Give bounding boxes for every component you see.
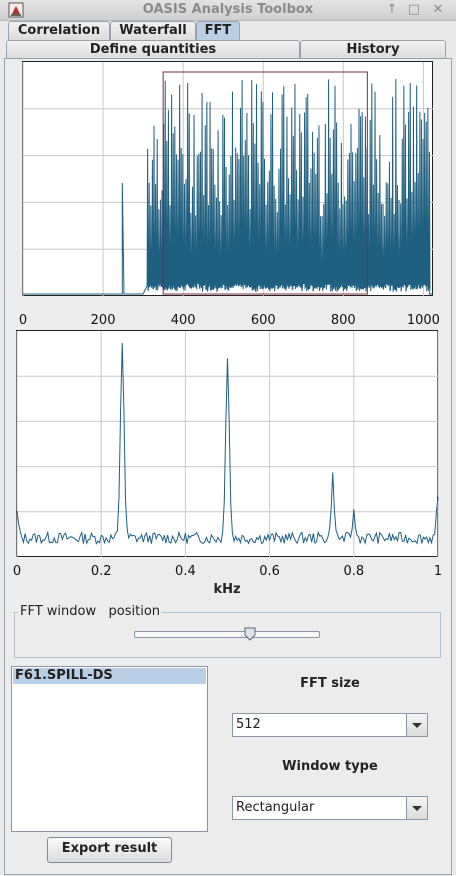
maximize-icon[interactable]: □ [407,2,421,17]
time-x-axis: 0 200 400 600 800 1000 [19,313,440,329]
fft-size-dropdown-button[interactable] [406,714,427,736]
fft-window-group [14,612,441,658]
tab-correlation[interactable]: Correlation [8,21,110,40]
time-signal-line [23,78,433,295]
export-result-button[interactable]: Export result [47,837,172,863]
app-icon [8,2,24,18]
x-tick-label: 800 [330,313,356,328]
fft-window-slider[interactable] [134,631,320,638]
tab-history[interactable]: History [300,40,446,58]
window-type-value: Rectangular [236,800,315,815]
x-tick-label: 0.6 [259,564,280,579]
time-plot-trace [23,78,433,295]
fft-size-value: 512 [236,717,261,732]
fft-spectrum-chart [16,330,439,557]
chevron-down-icon [412,806,422,811]
x-tick-label: 0 [12,564,22,579]
fft-x-axis: 0 0.2 0.4 0.6 0.8 1 [13,564,442,580]
x-tick-label: 600 [250,313,276,328]
signal-list[interactable]: F61.SPILL-DS [11,666,208,832]
x-tick-label: 200 [90,313,116,328]
tab-define-quantities[interactable]: Define quantities [6,40,300,58]
fft-plot-grid [16,331,439,557]
fft-size-label: FFT size [300,676,360,691]
tab-waterfall[interactable]: Waterfall [110,21,196,40]
fft-spectrum-line [16,342,439,545]
window-type-label: Window type [282,759,378,774]
x-tick-label: 0.4 [175,564,196,579]
fft-plot-trace [16,342,439,545]
fft-x-axis-label: kHz [213,582,241,597]
window-title: OASIS Analysis Toolbox [142,2,314,17]
x-tick-label: 1 [433,564,443,579]
fft-window-group-title: FFT window position [18,604,163,619]
list-item-selected[interactable]: F61.SPILL-DS [13,668,206,684]
x-tick-label: 0 [18,313,28,328]
window-type-select[interactable]: Rectangular [232,796,428,820]
window-type-dropdown-button[interactable] [406,797,427,819]
chevron-down-icon [412,723,422,728]
slider-thumb-icon[interactable] [244,627,256,641]
marker-range [162,71,368,295]
fft-window-label: FFT window [20,604,97,619]
x-tick-label: 0.8 [343,564,365,579]
keep-on-top-icon[interactable]: ↑ [386,2,398,17]
title-bar [0,0,456,21]
tab-fft[interactable]: FFT [196,21,240,40]
x-tick-label: 0.2 [90,564,112,579]
x-tick-label: 400 [170,313,196,328]
time-signal-chart [22,61,433,296]
x-tick-label: 1000 [406,313,440,328]
fft-window-position-label: position [108,604,161,619]
close-icon[interactable]: ✕ [432,2,444,17]
fft-size-select[interactable]: 512 [232,713,428,737]
